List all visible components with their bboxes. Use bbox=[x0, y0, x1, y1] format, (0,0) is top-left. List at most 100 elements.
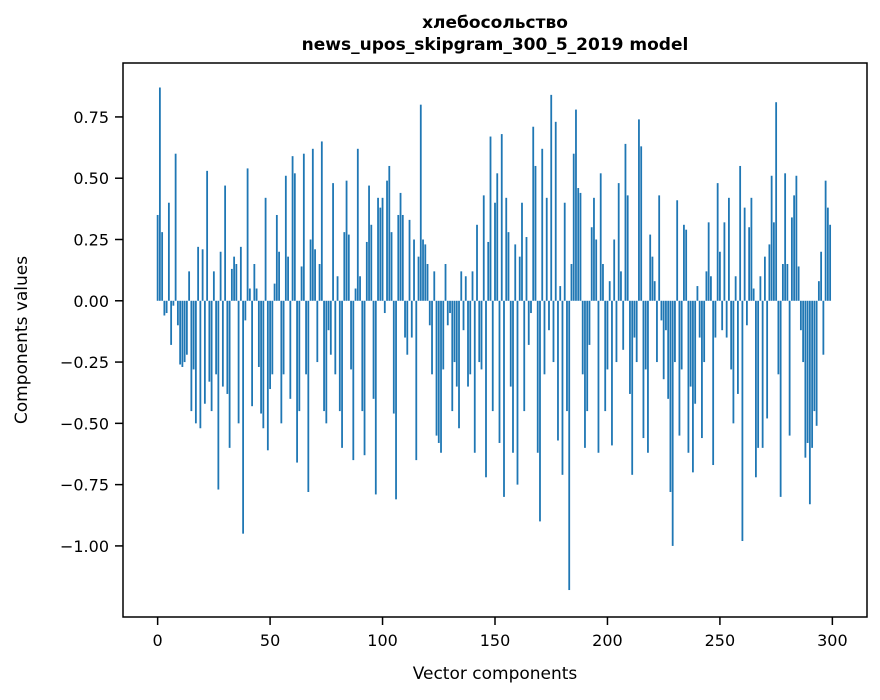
bar bbox=[361, 300, 364, 412]
bar bbox=[784, 173, 787, 301]
bar bbox=[464, 276, 467, 301]
bar bbox=[368, 185, 370, 301]
bar bbox=[732, 300, 735, 424]
bar bbox=[669, 300, 672, 492]
x-tick-label: 100 bbox=[367, 631, 398, 650]
bar bbox=[647, 300, 649, 453]
bar bbox=[316, 300, 319, 363]
bar bbox=[494, 202, 496, 301]
bar bbox=[372, 300, 375, 399]
bar bbox=[392, 300, 395, 414]
bar bbox=[775, 102, 778, 301]
bar bbox=[224, 185, 227, 301]
bar bbox=[728, 197, 730, 301]
bar bbox=[694, 300, 697, 404]
bar bbox=[622, 300, 625, 350]
bar bbox=[451, 300, 454, 412]
bar bbox=[748, 227, 751, 301]
bar bbox=[595, 239, 598, 301]
bar bbox=[235, 264, 238, 301]
bar bbox=[503, 300, 505, 497]
bar bbox=[271, 300, 274, 375]
bar bbox=[552, 300, 555, 363]
bar bbox=[543, 300, 546, 375]
bar bbox=[417, 256, 420, 301]
bar bbox=[705, 271, 708, 301]
bar bbox=[307, 300, 310, 492]
bar bbox=[158, 87, 161, 301]
bar bbox=[530, 300, 532, 314]
bar bbox=[305, 300, 307, 375]
bar bbox=[674, 300, 676, 363]
chart-title-line2: news_upos_skipgram_300_5_2019 model bbox=[302, 35, 689, 55]
bar bbox=[768, 244, 771, 301]
bar bbox=[730, 300, 733, 370]
bar bbox=[617, 183, 620, 301]
bar bbox=[505, 197, 508, 301]
bar bbox=[273, 283, 276, 301]
bar bbox=[586, 300, 589, 412]
bar bbox=[458, 300, 460, 429]
bar bbox=[386, 180, 388, 301]
x-tick-label: 50 bbox=[260, 631, 280, 650]
bar bbox=[253, 264, 256, 301]
bar bbox=[568, 300, 571, 591]
bar bbox=[165, 300, 168, 314]
bar bbox=[174, 153, 177, 301]
bar bbox=[381, 197, 384, 301]
bar bbox=[820, 251, 823, 301]
bar bbox=[185, 300, 188, 355]
bar bbox=[444, 264, 447, 301]
y-tick-label: −0.50 bbox=[60, 414, 109, 433]
bar bbox=[766, 300, 769, 419]
bar bbox=[350, 300, 352, 370]
bar bbox=[329, 300, 332, 355]
bar bbox=[660, 300, 663, 321]
bar bbox=[480, 300, 483, 370]
bar bbox=[404, 300, 406, 338]
bar bbox=[710, 276, 712, 301]
bar bbox=[282, 300, 285, 375]
bar bbox=[289, 300, 292, 399]
bar bbox=[269, 300, 271, 390]
bar bbox=[390, 232, 393, 301]
bar bbox=[815, 300, 818, 426]
bar bbox=[541, 148, 544, 301]
bar bbox=[408, 219, 411, 301]
bar bbox=[680, 300, 683, 370]
bar bbox=[413, 239, 415, 301]
bar bbox=[536, 300, 539, 453]
x-tick-label: 150 bbox=[480, 631, 511, 650]
bar bbox=[192, 300, 195, 370]
bar bbox=[642, 300, 645, 439]
bar bbox=[491, 300, 494, 412]
y-tick-label: 0.25 bbox=[73, 230, 109, 249]
bar bbox=[550, 94, 553, 301]
bar bbox=[442, 300, 445, 370]
bar bbox=[822, 300, 825, 355]
bar bbox=[489, 136, 492, 301]
bar bbox=[572, 153, 575, 301]
bar bbox=[671, 300, 674, 546]
bar bbox=[210, 300, 213, 412]
bar bbox=[426, 264, 429, 301]
bar bbox=[291, 156, 294, 301]
chart-title-line1: хлебосольство bbox=[422, 13, 568, 33]
bar bbox=[570, 264, 573, 301]
bar bbox=[300, 266, 303, 301]
bar bbox=[593, 197, 595, 301]
bar bbox=[170, 300, 173, 345]
bar bbox=[446, 300, 449, 326]
bar bbox=[545, 197, 548, 301]
bar bbox=[525, 237, 528, 301]
bar bbox=[219, 251, 222, 301]
bar bbox=[424, 244, 427, 301]
bar bbox=[559, 286, 562, 301]
bar bbox=[521, 202, 523, 301]
bar bbox=[577, 188, 580, 301]
bar bbox=[703, 300, 706, 363]
bar bbox=[455, 300, 458, 387]
bar bbox=[311, 148, 314, 301]
bar bbox=[262, 300, 265, 429]
bar bbox=[478, 300, 481, 363]
